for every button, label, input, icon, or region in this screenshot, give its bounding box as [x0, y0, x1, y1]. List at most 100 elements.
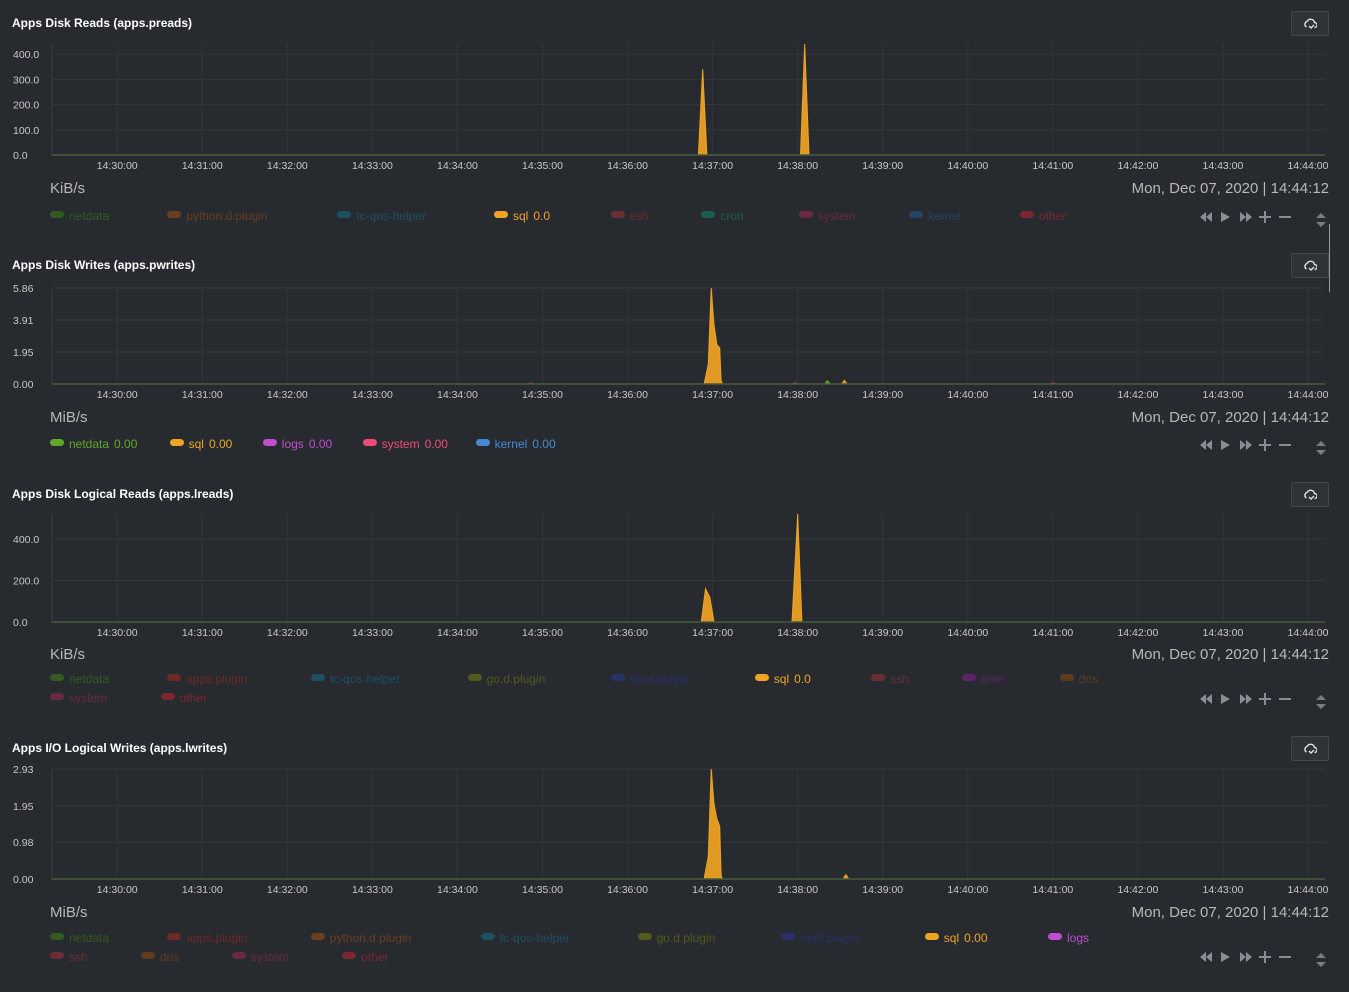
legend-item-sql[interactable]: sql 0.00 — [169, 436, 232, 451]
x-tick-label: 14:37:00 — [692, 627, 733, 639]
legend-item-system[interactable]: system — [231, 949, 289, 964]
legend-item-netdata[interactable]: netdata — [50, 671, 109, 686]
legend-swatch — [637, 933, 652, 941]
cloud-button[interactable] — [1291, 736, 1329, 761]
play-icon[interactable] — [1219, 210, 1231, 228]
play-icon[interactable] — [1219, 692, 1231, 710]
units-label: MiB/s — [50, 904, 88, 921]
x-tick-label: 14:40:00 — [947, 884, 988, 896]
x-tick-label: 14:39:00 — [862, 389, 903, 401]
y-tick-label: 0.00 — [13, 874, 34, 886]
rewind-icon[interactable] — [1199, 692, 1213, 710]
legend-item-other[interactable]: other — [160, 690, 207, 705]
legend-item-dns[interactable]: dns — [140, 949, 179, 964]
legend-item-sql[interactable]: sql 0.00 — [924, 930, 988, 945]
legend-item-tc-qos-helper[interactable]: tc-qos-helper — [480, 930, 570, 945]
legend-item-python-d-plugin[interactable]: python.d.plugin — [167, 208, 268, 223]
legend-item-other[interactable]: other — [1020, 208, 1066, 223]
chart-plot[interactable]: 400.0 300.0 200.0 100.0 0.0 14:30:00 14:31:00 1… — [0, 0, 1349, 180]
legend-item-apps-plugin[interactable]: apps.plugin — [167, 930, 248, 945]
legend-swatch — [50, 674, 64, 682]
y-tick-label: 200.0 — [13, 575, 39, 587]
legend-item-sql[interactable]: sql 0.0 — [754, 671, 811, 686]
play-icon[interactable] — [1219, 950, 1231, 968]
legend-item-ebpf-plugin[interactable]: ebpf.plugin — [611, 671, 689, 686]
legend-item-ssh[interactable]: ssh — [50, 949, 88, 964]
legend-item-ebpf-plugin[interactable]: ebpf.plugin — [781, 930, 859, 945]
legend-item-logs[interactable]: logs — [1048, 930, 1089, 945]
resize-handle[interactable] — [1315, 212, 1327, 228]
cloud-button[interactable] — [1291, 482, 1329, 507]
x-tick-label: 14:37:00 — [692, 389, 733, 401]
chart-panel-lwrites: Apps I/O Logical Writes (apps.lwrites) 2… — [0, 732, 1349, 990]
x-tick-label: 14:35:00 — [522, 627, 563, 639]
x-tick-label: 14:39:00 — [862, 884, 903, 896]
legend-item-dns[interactable]: dns — [1059, 671, 1098, 686]
zoom-in-icon[interactable] — [1259, 692, 1271, 710]
x-tick-label: 14:40:00 — [947, 160, 988, 172]
zoom-out-icon[interactable] — [1279, 692, 1291, 710]
legend-item-kernel[interactable]: kernel — [909, 208, 961, 223]
x-tick-label: 14:43:00 — [1202, 627, 1243, 639]
legend-item-system[interactable]: system — [798, 208, 856, 223]
zoom-in-icon[interactable] — [1259, 950, 1271, 968]
zoom-out-icon[interactable] — [1279, 438, 1291, 456]
resize-handle[interactable] — [1315, 694, 1327, 710]
legend-name: dns — [1078, 671, 1098, 686]
legend-name: tc-qos-helper — [356, 208, 427, 223]
legend-swatch — [167, 211, 182, 219]
legend-item-ssh[interactable]: ssh — [871, 671, 909, 686]
x-tick-label: 14:38:00 — [777, 884, 818, 896]
legend-item-netdata[interactable]: netdata 0.00 — [50, 436, 137, 451]
x-tick-label: 14:31:00 — [182, 627, 223, 639]
resize-handle[interactable] — [1315, 440, 1327, 456]
rewind-icon[interactable] — [1199, 438, 1213, 456]
date-text: Mon, Dec 07, 2020 — [1131, 180, 1259, 197]
legend-item-go-d-plugin[interactable]: go.d.plugin — [467, 671, 545, 686]
legend-item-time[interactable]: time — [962, 671, 1004, 686]
cloud-button[interactable] — [1291, 253, 1329, 278]
legend-item-tc-qos-helper[interactable]: tc-qos-helper — [310, 671, 400, 686]
legend-swatch — [167, 674, 182, 682]
rewind-icon[interactable] — [1199, 210, 1213, 228]
rewind-icon[interactable] — [1199, 950, 1213, 968]
chart-title: Apps Disk Reads (apps.preads) — [12, 16, 193, 30]
legend-item-other[interactable]: other — [342, 949, 389, 964]
fast-forward-icon[interactable] — [1239, 210, 1253, 228]
cloud-button[interactable] — [1291, 11, 1329, 36]
chart-plot[interactable]: 400.0 200.0 0.0 14:30:00 14:31:00 14:32:00 14:… — [0, 478, 1349, 648]
legend-item-system[interactable]: system 0.00 — [362, 436, 448, 451]
zoom-in-icon[interactable] — [1259, 438, 1271, 456]
legend-item-kernel[interactable]: kernel 0.00 — [475, 436, 556, 451]
x-tick-label: 14:35:00 — [522, 160, 563, 172]
legend-item-tc-qos-helper[interactable]: tc-qos-helper — [337, 208, 426, 223]
legend-item-python-d-plugin[interactable]: python.d.plugin — [310, 930, 411, 945]
legend-item-go-d-plugin[interactable]: go.d.plugin — [637, 930, 715, 945]
legend-item-ssh[interactable]: ssh — [610, 208, 648, 223]
legend-item-sql[interactable]: sql 0.0 — [494, 208, 550, 223]
x-tick-label: 14:37:00 — [692, 884, 733, 896]
legend-item-cron[interactable]: cron — [701, 208, 744, 223]
x-tick-label: 14:32:00 — [267, 884, 308, 896]
legend-item-apps-plugin[interactable]: apps.plugin — [167, 671, 248, 686]
chart-plot[interactable]: 2.93 1.95 0.98 0.00 14:30:00 14:31:00 14:32:00… — [0, 732, 1349, 904]
legend-item-netdata[interactable]: netdata — [50, 208, 109, 223]
time-text: 14:44:12 — [1270, 646, 1329, 663]
fast-forward-icon[interactable] — [1239, 950, 1253, 968]
chart-panel-preads: Apps Disk Reads (apps.preads) 400.0 300.0… — [0, 0, 1349, 240]
legend-name: logs — [1067, 930, 1090, 945]
fast-forward-icon[interactable] — [1239, 692, 1253, 710]
legend-item-system[interactable]: system — [50, 690, 107, 705]
x-tick-label: 14:40:00 — [947, 627, 988, 639]
play-icon[interactable] — [1219, 438, 1231, 456]
resize-handle[interactable] — [1315, 952, 1327, 968]
legend-item-logs[interactable]: logs 0.00 — [262, 436, 332, 451]
x-tick-label: 14:35:00 — [522, 884, 563, 896]
chart-plot[interactable]: 5.86 3.91 1.95 0.00 14:30:00 14:31:00 14:32:00… — [0, 248, 1349, 408]
zoom-in-icon[interactable] — [1259, 210, 1271, 228]
legend-item-netdata[interactable]: netdata — [50, 930, 109, 945]
fast-forward-icon[interactable] — [1239, 438, 1253, 456]
zoom-out-icon[interactable] — [1279, 210, 1291, 228]
scrollbar-thumb[interactable] — [1329, 224, 1332, 292]
zoom-out-icon[interactable] — [1279, 950, 1291, 968]
